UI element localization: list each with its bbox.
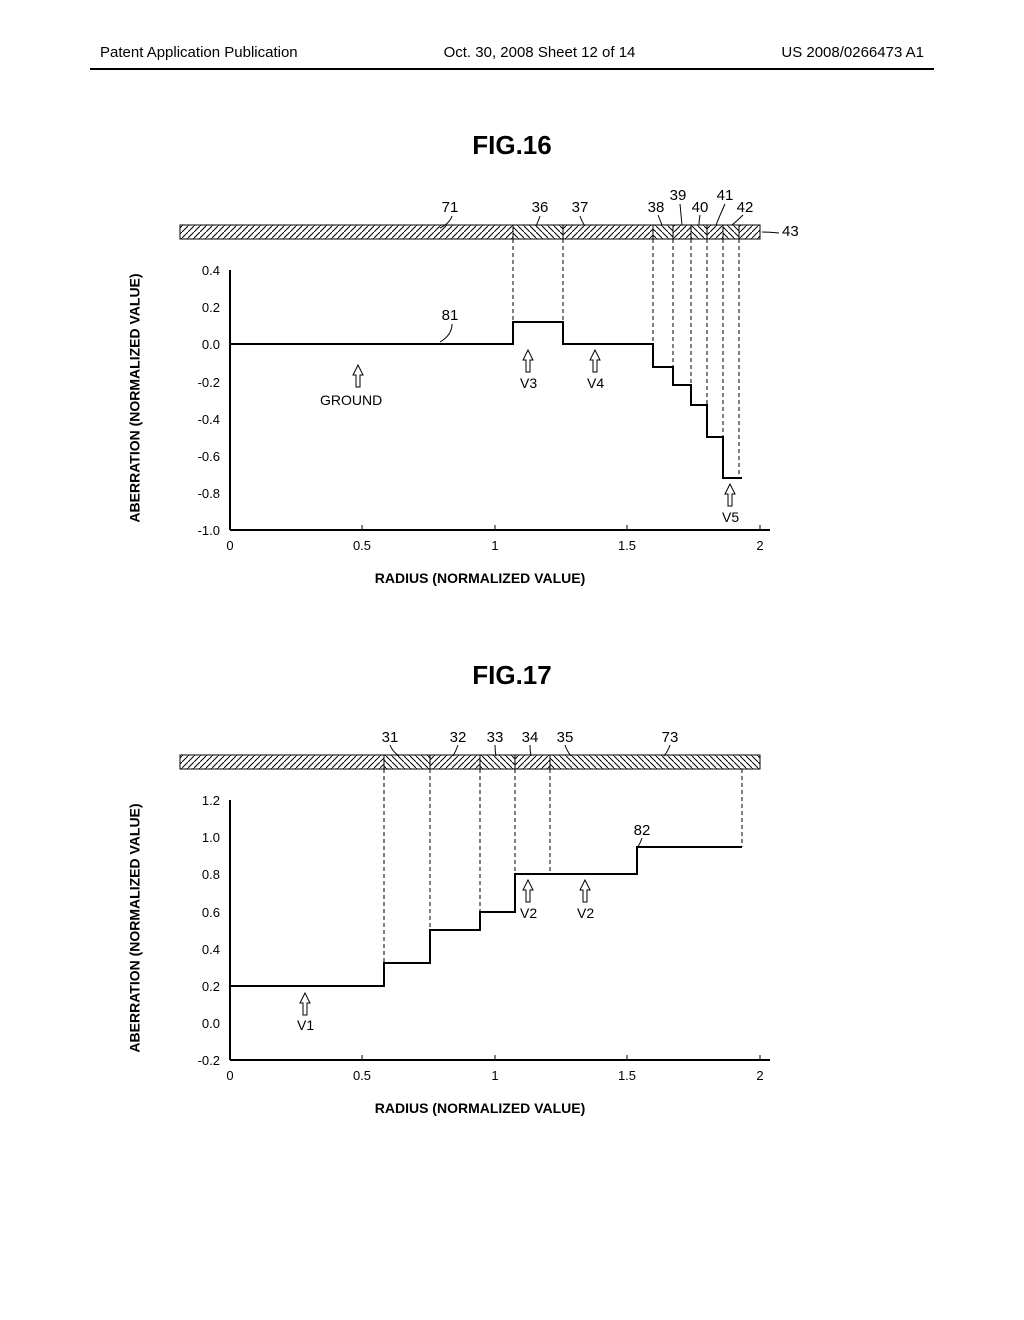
svg-text:31: 31: [382, 729, 399, 746]
svg-text:82: 82: [634, 822, 651, 839]
svg-text:0.2: 0.2: [202, 300, 220, 315]
svg-text:1.5: 1.5: [618, 538, 636, 553]
svg-text:38: 38: [648, 199, 665, 216]
svg-text:73: 73: [662, 729, 679, 746]
fig16-xlabel: RADIUS (NORMALIZED VALUE): [140, 570, 820, 586]
fig17-svg: 1.2 1.0 0.8 0.6 0.4 0.2 0.0 -0.2 0 0.5 1…: [140, 720, 870, 1140]
fig17-chart: 1.2 1.0 0.8 0.6 0.4 0.2 0.0 -0.2 0 0.5 1…: [140, 720, 870, 1140]
svg-text:43: 43: [782, 223, 799, 240]
svg-text:2: 2: [756, 538, 763, 553]
fig17-ylabel: ABERRATION (NORMALIZED VALUE): [127, 803, 143, 1052]
svg-text:V2: V2: [577, 905, 594, 921]
svg-text:0.6: 0.6: [202, 905, 220, 920]
svg-text:0.0: 0.0: [202, 337, 220, 352]
svg-text:-0.2: -0.2: [198, 375, 220, 390]
svg-text:0.2: 0.2: [202, 979, 220, 994]
svg-text:35: 35: [557, 729, 574, 746]
svg-text:1: 1: [491, 538, 498, 553]
svg-text:0.0: 0.0: [202, 1016, 220, 1031]
svg-text:34: 34: [522, 729, 539, 746]
page-header: Patent Application Publication Oct. 30, …: [0, 44, 1024, 61]
svg-text:39: 39: [670, 190, 687, 204]
page: Patent Application Publication Oct. 30, …: [0, 0, 1024, 1320]
svg-text:37: 37: [572, 199, 589, 216]
svg-text:-0.8: -0.8: [198, 486, 220, 501]
svg-text:V5: V5: [722, 509, 739, 525]
svg-text:42: 42: [737, 199, 754, 216]
fig16-svg: 0.4 0.2 0.0 -0.2 -0.4 -0.6 -0.8 -1.0 0 0…: [140, 190, 870, 610]
fig17-xlabel: RADIUS (NORMALIZED VALUE): [140, 1100, 820, 1116]
svg-text:40: 40: [692, 199, 709, 216]
svg-text:0: 0: [226, 538, 233, 553]
svg-text:V4: V4: [587, 375, 604, 391]
svg-text:0.5: 0.5: [353, 538, 371, 553]
fig16-ylabel: ABERRATION (NORMALIZED VALUE): [127, 273, 143, 522]
svg-text:1: 1: [491, 1068, 498, 1083]
svg-text:2: 2: [756, 1068, 763, 1083]
svg-text:32: 32: [450, 729, 467, 746]
svg-text:36: 36: [532, 199, 549, 216]
fig16-chart: 0.4 0.2 0.0 -0.2 -0.4 -0.6 -0.8 -1.0 0 0…: [140, 190, 870, 610]
svg-text:-1.0: -1.0: [198, 523, 220, 538]
svg-text:-0.2: -0.2: [198, 1053, 220, 1068]
svg-text:0.5: 0.5: [353, 1068, 371, 1083]
svg-text:0: 0: [226, 1068, 233, 1083]
svg-text:V2: V2: [520, 905, 537, 921]
svg-text:71: 71: [442, 199, 459, 216]
svg-text:33: 33: [487, 729, 504, 746]
header-rule: [90, 68, 934, 70]
fig17-title: FIG.17: [0, 660, 1024, 691]
svg-text:41: 41: [717, 190, 734, 204]
svg-text:V3: V3: [520, 375, 537, 391]
header-center: Oct. 30, 2008 Sheet 12 of 14: [444, 44, 636, 61]
header-right: US 2008/0266473 A1: [781, 44, 924, 61]
svg-text:0.4: 0.4: [202, 263, 220, 278]
svg-text:GROUND: GROUND: [320, 392, 382, 408]
svg-text:81: 81: [442, 307, 459, 324]
svg-text:-0.6: -0.6: [198, 449, 220, 464]
svg-text:1.2: 1.2: [202, 793, 220, 808]
header-left: Patent Application Publication: [100, 44, 298, 61]
fig16-title: FIG.16: [0, 130, 1024, 161]
svg-text:1.5: 1.5: [618, 1068, 636, 1083]
svg-text:0.8: 0.8: [202, 867, 220, 882]
svg-text:1.0: 1.0: [202, 830, 220, 845]
svg-text:-0.4: -0.4: [198, 412, 220, 427]
svg-text:0.4: 0.4: [202, 942, 220, 957]
svg-text:V1: V1: [297, 1017, 314, 1033]
